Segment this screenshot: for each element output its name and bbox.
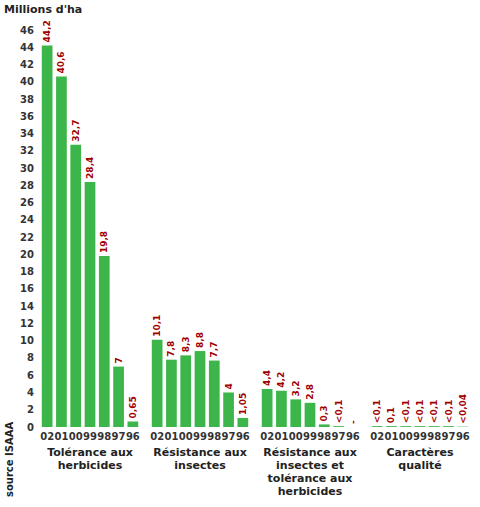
svg-text:14: 14 [20,301,34,312]
svg-text:4: 4 [27,387,34,398]
svg-text:<0,1: <0,1 [372,400,382,423]
svg-text:Millions d'ha: Millions d'ha [4,3,82,16]
svg-text:44,2: 44,2 [42,20,52,42]
svg-text:28,4: 28,4 [85,157,95,179]
svg-text:40: 40 [20,76,34,87]
svg-text:7,7: 7,7 [209,342,219,358]
svg-text:tolérance aux: tolérance aux [268,472,353,485]
svg-text:source ISAAA: source ISAAA [4,422,15,497]
svg-text:0,1: 0,1 [386,407,396,423]
svg-text:99: 99 [413,431,427,442]
svg-text:97: 97 [442,431,456,442]
svg-text:02: 02 [260,431,274,442]
svg-text:0,3: 0,3 [319,405,329,421]
svg-text:99: 99 [83,431,97,442]
svg-text:Caractères: Caractères [386,446,453,459]
svg-text:32: 32 [20,145,34,156]
svg-text:20: 20 [20,249,34,260]
svg-text:<0,04: <0,04 [458,394,468,424]
svg-text:36: 36 [20,111,34,122]
svg-text:02: 02 [150,431,164,442]
svg-text:26: 26 [20,197,34,208]
svg-text:12: 12 [20,318,34,329]
svg-text:96: 96 [236,431,250,442]
svg-text:44: 44 [20,42,34,53]
svg-text:02: 02 [370,431,384,442]
svg-text:Résistance aux: Résistance aux [263,446,356,459]
svg-text:46: 46 [20,25,34,36]
svg-text:<0,1: <0,1 [415,400,425,423]
svg-text:insectes: insectes [174,459,226,472]
svg-text:10,1: 10,1 [152,315,162,337]
svg-text:34: 34 [20,128,34,139]
svg-text:96: 96 [346,431,360,442]
svg-text:96: 96 [126,431,140,442]
svg-text:01: 01 [274,431,288,442]
svg-text:0: 0 [27,422,34,433]
svg-text:8,3: 8,3 [181,336,191,352]
svg-text:herbicides: herbicides [58,459,123,472]
svg-text:2: 2 [27,404,34,415]
svg-text:7,8: 7,8 [166,341,176,357]
svg-text:19,8: 19,8 [99,231,109,253]
svg-text:herbicides: herbicides [278,485,343,498]
svg-text:00: 00 [179,431,193,442]
svg-text:insectes et: insectes et [276,459,344,472]
svg-text:4,2: 4,2 [276,372,286,388]
svg-text:00: 00 [289,431,303,442]
svg-text:99: 99 [303,431,317,442]
svg-text:Résistance aux: Résistance aux [153,446,246,459]
svg-text:24: 24 [20,214,34,225]
svg-text:97: 97 [332,431,346,442]
svg-text:01: 01 [384,431,398,442]
svg-text:98: 98 [97,431,111,442]
svg-text:98: 98 [317,431,331,442]
svg-text:10: 10 [20,335,34,346]
svg-text:96: 96 [456,431,470,442]
svg-text:4: 4 [224,383,234,389]
svg-text:<0,1: <0,1 [444,400,454,423]
svg-text:2,8: 2,8 [305,384,315,400]
svg-text:8,8: 8,8 [195,332,205,348]
svg-text:4,4: 4,4 [262,370,272,386]
svg-text:97: 97 [112,431,126,442]
svg-text:18: 18 [20,266,34,277]
svg-text:7: 7 [114,357,124,363]
svg-text:00: 00 [399,431,413,442]
svg-text:99: 99 [193,431,207,442]
svg-text:22: 22 [20,232,34,243]
svg-text:97: 97 [222,431,236,442]
svg-text:32,7: 32,7 [71,120,81,142]
svg-text:0,65: 0,65 [128,396,138,418]
svg-text:00: 00 [69,431,83,442]
svg-text:01: 01 [164,431,178,442]
svg-text:<0,1: <0,1 [401,400,411,423]
svg-text:40,6: 40,6 [56,51,66,73]
svg-text:8: 8 [27,352,34,363]
svg-text:Tolérance aux: Tolérance aux [47,446,133,459]
svg-text:02: 02 [40,431,54,442]
svg-text:42: 42 [20,59,34,70]
svg-text:qualité: qualité [398,459,441,472]
svg-text:<0,1: <0,1 [429,400,439,423]
svg-text:3,2: 3,2 [291,380,301,396]
svg-text:16: 16 [20,283,34,294]
svg-text:98: 98 [427,431,441,442]
svg-text:01: 01 [54,431,68,442]
svg-text:<0,1: <0,1 [334,400,344,423]
svg-text:28: 28 [20,180,34,191]
svg-text:1,05: 1,05 [238,393,248,415]
svg-text:38: 38 [20,94,34,105]
svg-text:-: - [348,420,358,424]
svg-text:30: 30 [20,163,34,174]
svg-text:98: 98 [207,431,221,442]
svg-text:6: 6 [27,370,34,381]
